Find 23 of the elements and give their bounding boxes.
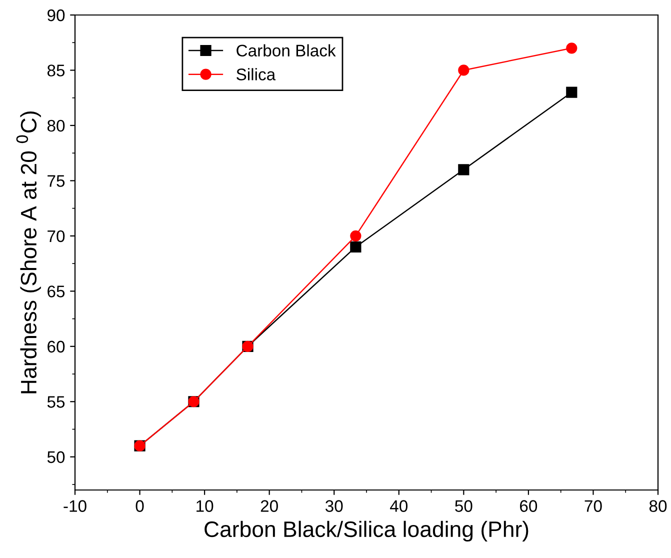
legend-label: Silica	[236, 68, 276, 80]
y-tick-label: 60	[48, 340, 65, 353]
x-tick-label: 80	[649, 500, 667, 512]
x-tick-label: 60	[520, 500, 538, 512]
y-tick-label: 75	[48, 175, 65, 187]
legend-label: Carbon Black	[236, 44, 336, 56]
x-tick-label: 40	[390, 500, 408, 512]
y-tick-label: 90	[48, 9, 65, 22]
x-tick-label: 20	[260, 500, 278, 512]
x-tick-label: 50	[455, 500, 472, 512]
y-axis-title: Hardness (Shore A at 20 $^{0}$C)	[16, 112, 41, 394]
y-tick-label: 65	[48, 286, 65, 298]
x-tick-label: 70	[584, 500, 602, 512]
y-tick-label: 70	[48, 230, 65, 242]
x-tick-label: 30	[325, 500, 343, 512]
x-tick-label: 0	[136, 500, 144, 512]
y-tick-label: 80	[47, 120, 65, 132]
x-tick-label: 10	[196, 500, 214, 512]
y-tick-label: 50	[47, 451, 65, 464]
y-tick-label: 55	[47, 396, 65, 408]
x-tick-label: -10	[64, 500, 86, 512]
x-axis-title: Carbon Black/Silica loading (Phr)	[204, 520, 528, 542]
y-tick-label: 85	[47, 64, 65, 76]
